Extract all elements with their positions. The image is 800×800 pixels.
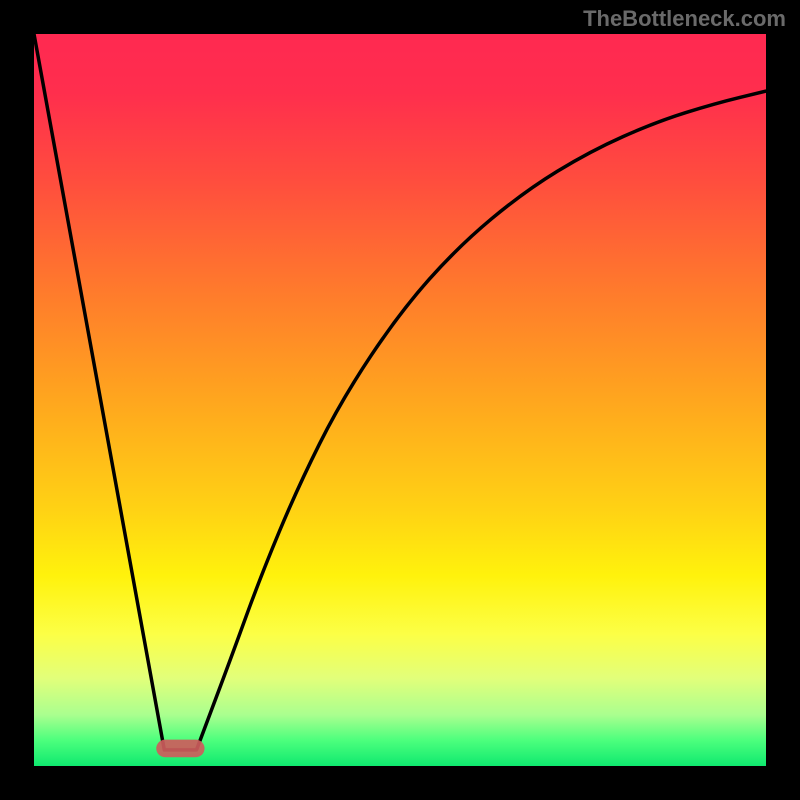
bottleneck-chart [0, 0, 800, 800]
minimum-marker [156, 740, 204, 758]
watermark-text: TheBottleneck.com [583, 6, 786, 32]
plot-area [34, 34, 766, 766]
chart-container: TheBottleneck.com [0, 0, 800, 800]
